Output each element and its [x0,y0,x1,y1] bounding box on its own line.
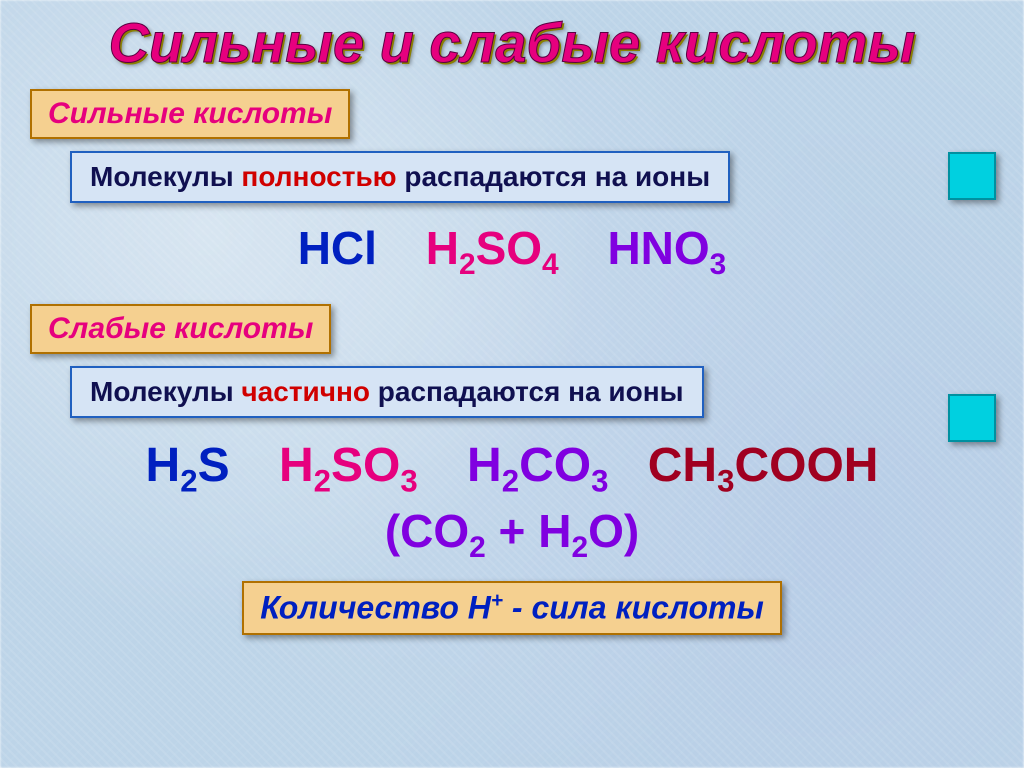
weak-formulas-2: (CO2 + H2O) [30,504,994,565]
formula-h2so3: H2SO3 [279,439,418,492]
formula-ch3cooh: CH3COOH [648,439,879,492]
weak-desc-key: частично [241,376,370,407]
weak-formulas-1: H2S H2SO3 H2CO3 CH3COOH [30,438,994,500]
bottom-box: Количество H+ - сила кислоты [242,581,782,635]
weak-desc-post: распадаются на ионы [370,376,684,407]
strong-label-row: Сильные кислоты [30,89,994,139]
strong-desc-row: Молекулы полностью распадаются на ионы [70,151,994,203]
bottom-post: - сила кислоты [503,590,764,626]
strong-desc-pre: Молекулы [90,161,241,192]
weak-label-row: Слабые кислоты [30,304,994,354]
formula-h2co3: H2CO3 [467,439,608,492]
formula-hno3: HNO3 [607,222,726,274]
weak-desc-pre: Молекулы [90,376,241,407]
strong-formulas: HCl H2SO4 HNO3 [30,221,994,282]
formula-h2so4: H2SO4 [426,222,559,274]
weak-desc-box: Молекулы частично распадаются на ионы [70,366,704,418]
bottom-pre: Количество H [260,590,491,626]
weak-desc-row: Молекулы частично распадаются на ионы [70,366,994,418]
formula-hcl: HCl [298,222,377,274]
strong-desc-key: полностью [241,161,396,192]
strong-desc-box: Молекулы полностью распадаются на ионы [70,151,730,203]
strong-acids-label: Сильные кислоты [30,89,350,139]
slide-content: Сильные и слабые кислоты Сильные кислоты… [0,0,1024,645]
formula-co2-h2o: (CO2 + H2O) [385,505,639,557]
bottom-sup: + [491,589,503,612]
formula-h2s: H2S [146,439,230,492]
slide-title: Сильные и слабые кислоты [30,10,994,75]
weak-acids-label: Слабые кислоты [30,304,331,354]
strong-desc-post: распадаются на ионы [397,161,711,192]
bottom-row: Количество H+ - сила кислоты [30,581,994,635]
